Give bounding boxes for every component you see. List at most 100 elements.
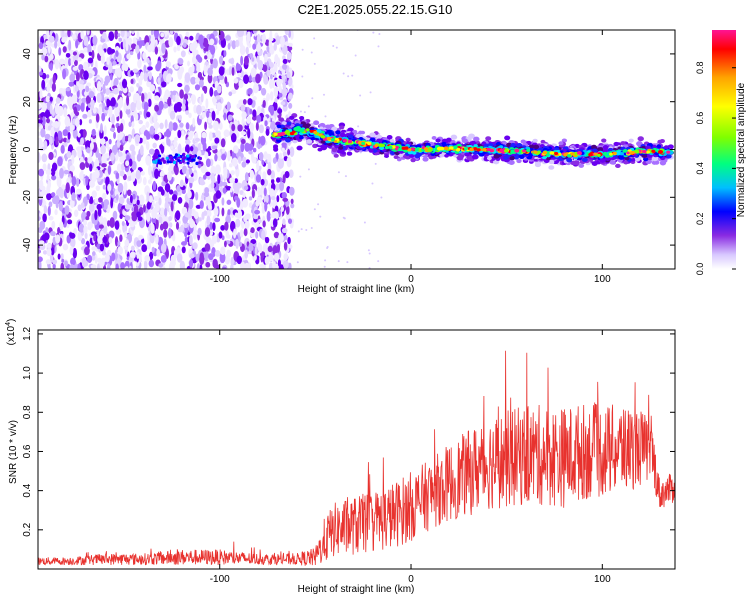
noise-speck: [209, 86, 214, 97]
noise-speck: [83, 70, 89, 81]
ridge-speck: [285, 137, 292, 143]
noise-speck: [60, 253, 64, 260]
noise-speck: [62, 243, 69, 251]
noise-speck: [262, 64, 268, 73]
noise-speck: [227, 42, 231, 50]
noise-speck: [69, 73, 76, 83]
noise-speck: [94, 169, 100, 179]
noise-speck: [84, 246, 90, 256]
noise-speck: [136, 31, 140, 40]
noise-speck: [282, 55, 286, 60]
noise-speck: [183, 93, 189, 100]
noise-speck: [220, 246, 226, 256]
noise-speck: [54, 103, 59, 115]
noise-speck: [119, 234, 123, 242]
noise-speck: [371, 182, 374, 185]
ridge-speck: [450, 134, 458, 140]
noise-speck: [180, 224, 185, 233]
noise-speck: [81, 237, 86, 245]
noise-speck: [173, 140, 178, 148]
noise-speck: [182, 42, 187, 48]
noise-speck: [301, 48, 304, 51]
noise-speck: [221, 235, 225, 241]
noise-speck: [102, 184, 106, 190]
noise-speck: [258, 151, 264, 162]
noise-speck: [94, 197, 99, 204]
noise-speck: [43, 42, 46, 48]
ridge-speck: [386, 134, 393, 140]
ridge-speck: [339, 132, 346, 138]
noise-speck: [142, 51, 147, 60]
ridge-speck: [422, 156, 429, 162]
noise-speck: [251, 57, 255, 62]
noise-speck: [225, 35, 231, 41]
noise-speck: [257, 186, 261, 197]
noise-speck: [54, 40, 58, 49]
noise-speck: [51, 220, 56, 230]
noise-speck: [98, 224, 104, 229]
noise-speck: [299, 175, 302, 178]
noise-speck: [185, 110, 190, 115]
noise-speck: [131, 30, 135, 35]
noise-speck: [45, 169, 52, 175]
noise-speck: [61, 258, 65, 263]
noise-speck: [282, 58, 288, 64]
noise-speck: [79, 162, 86, 170]
noise-speck: [194, 84, 201, 91]
noise-speck: [285, 200, 290, 207]
noise-speck: [154, 104, 160, 112]
ridge-speck: [384, 154, 389, 158]
noise-speck: [96, 92, 102, 103]
noise-speck: [188, 198, 194, 210]
trail-speck: [186, 161, 190, 165]
noise-speck: [149, 125, 155, 135]
noise-speck: [146, 44, 153, 53]
noise-speck: [357, 125, 360, 128]
noise-speck: [227, 209, 231, 216]
noise-speck: [197, 142, 202, 152]
noise-speck: [249, 169, 255, 179]
ridge-speck: [599, 158, 606, 163]
noise-speck: [193, 211, 199, 220]
noise-speck: [52, 74, 56, 84]
noise-speck: [206, 110, 210, 119]
noise-speck: [223, 166, 228, 177]
noise-speck: [163, 229, 168, 238]
noise-speck: [120, 262, 126, 269]
noise-speck: [197, 227, 202, 236]
trail-speck: [186, 157, 190, 161]
ridge-speck: [558, 141, 564, 146]
noise-speck: [171, 194, 178, 202]
noise-speck: [55, 136, 59, 146]
noise-speck: [115, 172, 120, 180]
noise-speck: [40, 112, 47, 118]
noise-speck: [106, 263, 111, 269]
noise-speck: [281, 191, 288, 199]
noise-speck: [234, 195, 239, 201]
noise-speck: [132, 37, 138, 45]
noise-speck: [195, 49, 199, 56]
noise-speck: [236, 182, 242, 189]
trail-speck: [152, 160, 156, 164]
noise-speck: [203, 86, 208, 94]
noise-speck: [169, 110, 176, 120]
noise-speck: [242, 99, 247, 105]
noise-speck: [275, 35, 281, 45]
noise-speck: [354, 54, 357, 57]
noise-speck: [119, 170, 125, 177]
noise-speck: [170, 201, 174, 212]
noise-speck: [184, 212, 191, 218]
noise-speck: [204, 121, 208, 131]
noise-speck: [270, 196, 276, 201]
noise-speck: [245, 213, 251, 220]
noise-speck: [59, 188, 64, 199]
noise-speck: [67, 131, 71, 140]
noise-speck: [64, 205, 70, 215]
noise-speck: [101, 257, 105, 267]
noise-speck: [286, 71, 291, 79]
noise-speck: [62, 68, 67, 80]
noise-speck: [66, 151, 72, 159]
noise-speck: [260, 87, 267, 96]
noise-speck: [71, 33, 77, 40]
noise-speck: [281, 63, 288, 70]
